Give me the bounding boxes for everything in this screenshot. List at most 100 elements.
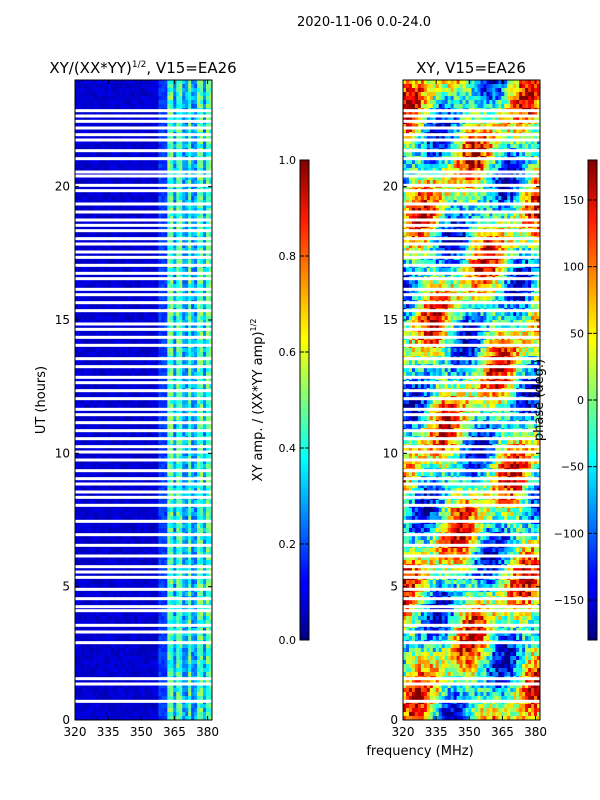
amplitude-cell [80, 324, 85, 329]
amplitude-cell [194, 196, 198, 201]
amplitude-cell [167, 144, 171, 149]
amplitude-cell [179, 340, 183, 345]
amplitude-cell [113, 312, 118, 317]
amplitude-cell [83, 464, 88, 469]
amplitude-cell [113, 168, 118, 173]
amplitude-cell [98, 112, 103, 117]
amplitude-cell [116, 112, 121, 117]
amplitude-cell [98, 312, 103, 317]
amplitude-cell [110, 84, 115, 89]
amplitude-cell [113, 400, 118, 405]
amplitude-cell [101, 456, 106, 461]
amplitude-cell [122, 220, 127, 225]
amplitude-cell [140, 168, 144, 173]
amplitude-cell [155, 96, 159, 101]
amplitude-cell [188, 96, 192, 101]
amplitude-cell [203, 152, 207, 157]
amplitude-cell [75, 432, 79, 437]
amplitude-cell [209, 260, 213, 265]
amplitude-cell [173, 172, 177, 177]
amplitude-cell [194, 244, 198, 249]
amplitude-cell [146, 488, 150, 493]
amplitude-cell [128, 80, 132, 85]
amplitude-cell [149, 316, 153, 321]
amplitude-cell [173, 216, 177, 221]
amplitude-cell [113, 360, 118, 365]
amplitude-cell [107, 440, 112, 445]
amplitude-cell [182, 296, 186, 301]
amplitude-cell [158, 284, 162, 289]
amplitude-cell [173, 268, 177, 273]
amplitude-cell [113, 452, 118, 457]
amplitude-cell [107, 160, 112, 165]
amplitude-cell [110, 440, 115, 445]
amplitude-cell [101, 416, 106, 421]
amplitude-cell [152, 268, 156, 273]
amplitude-cell [101, 392, 106, 397]
amplitude-cell [137, 216, 141, 221]
amplitude-cell [134, 360, 138, 365]
amplitude-cell [155, 472, 159, 477]
amplitude-cell [146, 144, 150, 149]
amplitude-cell [167, 416, 171, 421]
amplitude-cell [197, 460, 201, 465]
amplitude-cell [116, 80, 121, 85]
amplitude-cell [75, 104, 79, 109]
amplitude-cell [206, 172, 210, 177]
amplitude-cell [203, 372, 207, 377]
amplitude-cell [191, 216, 195, 221]
amplitude-heatmap [75, 80, 213, 721]
amplitude-cell [101, 260, 106, 265]
amplitude-cell [194, 508, 198, 513]
amplitude-cell [95, 348, 100, 353]
amplitude-cell [131, 312, 135, 317]
amplitude-cell [131, 484, 135, 489]
amplitude-cell [89, 360, 94, 365]
amplitude-cell [203, 248, 207, 253]
amplitude-cell [161, 488, 165, 493]
amplitude-cell [92, 196, 97, 201]
amplitude-cell [137, 96, 141, 101]
amplitude-cell [134, 260, 138, 265]
amplitude-cell [140, 368, 144, 373]
amplitude-cell [170, 404, 174, 409]
amplitude-cell [155, 260, 159, 265]
amplitude-cell [122, 348, 127, 353]
amplitude-cell [75, 484, 79, 489]
amplitude-cell [75, 260, 79, 265]
amplitude-cell [140, 212, 144, 217]
amplitude-cell [182, 260, 186, 265]
amplitude-cell [122, 452, 127, 457]
amplitude-cell [203, 216, 207, 221]
amplitude-cell [209, 324, 213, 329]
amplitude-cell [98, 404, 103, 409]
amplitude-cell [101, 248, 106, 253]
amplitude-cell [182, 384, 186, 389]
amplitude-cell [113, 324, 118, 329]
amplitude-cell [122, 244, 127, 249]
amplitude-cell [131, 244, 135, 249]
amplitude-cell [77, 96, 82, 101]
amplitude-cell [107, 176, 112, 181]
amplitude-cell [167, 200, 171, 205]
amplitude-cell [203, 128, 207, 133]
amplitude-cell [161, 452, 165, 457]
amplitude-cell [113, 512, 118, 517]
amplitude-cell [206, 368, 210, 373]
amplitude-cell [92, 176, 97, 181]
amplitude-cell [194, 112, 198, 117]
amplitude-cell [194, 116, 198, 121]
amplitude-cell [86, 92, 91, 97]
amplitude-cell [143, 192, 147, 197]
amplitude-cell [176, 392, 180, 397]
amplitude-cell [107, 456, 112, 461]
amplitude-cell [107, 512, 112, 517]
amplitude-cell [128, 204, 132, 209]
amplitude-cell [185, 216, 189, 221]
amplitude-cell [131, 180, 135, 185]
amplitude-cell [95, 360, 100, 365]
amplitude-cell [158, 232, 162, 237]
amplitude-cell [158, 140, 162, 145]
amplitude-cell [158, 160, 162, 165]
amplitude-cell [185, 332, 189, 337]
